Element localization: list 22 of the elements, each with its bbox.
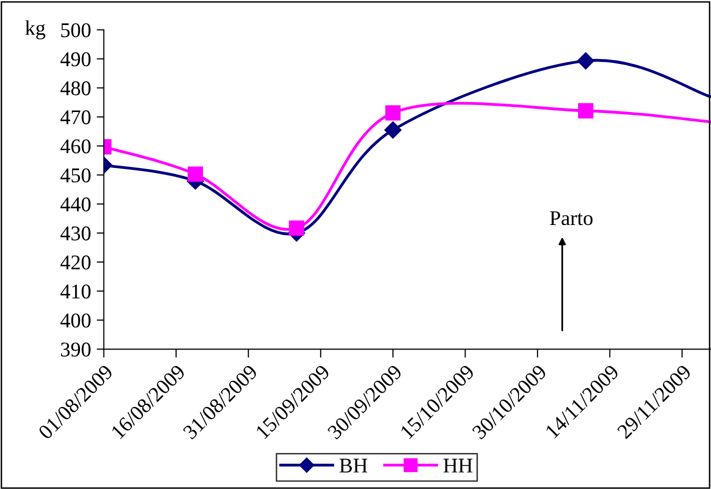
y-tick-label: 420 — [60, 255, 91, 270]
y-tick-label: 410 — [60, 284, 91, 299]
point — [578, 103, 594, 118]
point — [384, 121, 402, 139]
y-tick-label: 450 — [60, 168, 91, 182]
y-tick-label: 430 — [60, 226, 91, 240]
legend-label: HH — [444, 458, 472, 472]
y-tick-label: 470 — [60, 110, 91, 124]
legend-label: BH — [340, 458, 368, 472]
y-tick-label: 390 — [61, 342, 91, 357]
y-tick-label: 440 — [60, 197, 91, 212]
point — [385, 105, 401, 120]
point — [577, 52, 594, 70]
y-tick-label: 500 — [61, 23, 91, 38]
y-tick-label: 480 — [60, 81, 91, 96]
y-axis-title: kg — [25, 20, 46, 40]
point — [288, 220, 304, 236]
y-tick-label: 490 — [60, 52, 91, 66]
y-tick-label: 460 — [60, 139, 91, 154]
point — [188, 166, 204, 182]
annotation: Parto — [550, 211, 593, 226]
y-tick-label: 400 — [60, 313, 91, 328]
